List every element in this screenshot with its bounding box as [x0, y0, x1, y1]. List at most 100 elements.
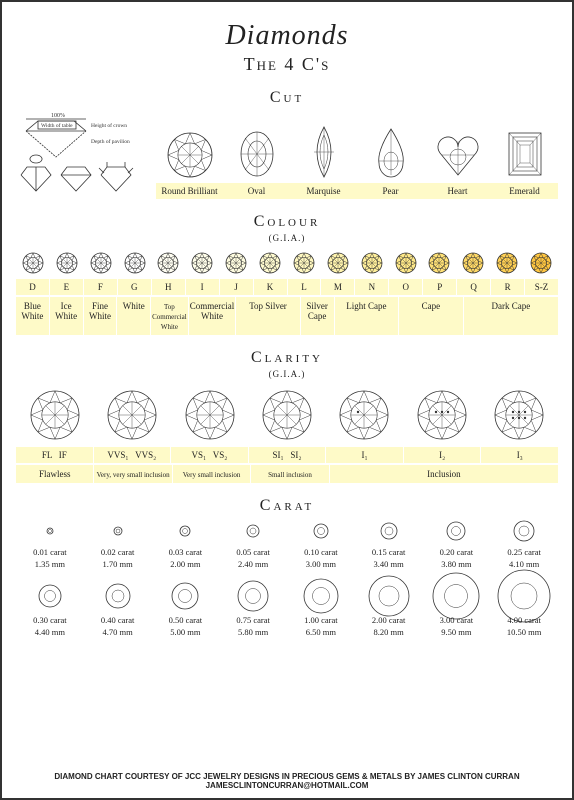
carat-stone	[16, 584, 84, 608]
carat-stone	[355, 522, 423, 540]
colour-stone	[292, 251, 316, 275]
carat-mm-label: 6.50 mm	[287, 627, 355, 637]
colour-name-cell: Ice White	[50, 297, 84, 335]
cut-shape-label: Oval	[223, 183, 290, 199]
carat-ct-label: 0.40 carat	[84, 615, 152, 625]
label-100: 100%	[51, 113, 65, 119]
colour-name-cell: Cape	[399, 297, 464, 335]
colour-name-cell: Top Silver	[236, 297, 301, 335]
carat-ct-label: 0.20 carat	[423, 547, 491, 557]
carat-row-1-mm: 1.35 mm1.70 mm2.00 mm2.40 mm3.00 mm3.40 …	[16, 559, 558, 569]
carat-ct-label: 0.25 carat	[490, 547, 558, 557]
colour-stone	[224, 251, 248, 275]
clarity-name-cell: Small inclusion	[251, 465, 329, 483]
carat-stone	[16, 527, 84, 535]
page-subtitle: The 4 C's	[16, 54, 558, 75]
carat-mm-label: 5.00 mm	[152, 627, 220, 637]
colour-grade-cell: E	[50, 279, 84, 295]
colour-stone	[461, 251, 485, 275]
cut-section: 100% Width of table Height of crown Dept…	[16, 109, 558, 199]
footer: DIAMOND CHART COURTESY OF JCC JEWELRY DE…	[16, 764, 558, 790]
colour-grade-cell: O	[389, 279, 423, 295]
colour-grade-cell: Q	[457, 279, 491, 295]
svg-text:Width of table: Width of table	[41, 122, 73, 129]
carat-stone	[287, 578, 355, 614]
carat-stone	[355, 575, 423, 617]
colour-grade-cell: L	[288, 279, 322, 295]
carat-mm-label: 2.40 mm	[219, 559, 287, 569]
carat-mm-label: 1.35 mm	[16, 559, 84, 569]
carat-stone	[84, 526, 152, 536]
colour-stone	[394, 251, 418, 275]
carat-mm-label: 4.10 mm	[490, 559, 558, 569]
colour-stone	[123, 251, 147, 275]
clarity-name-cell: Flawless	[16, 465, 94, 483]
carat-ct-label: 0.01 carat	[16, 547, 84, 557]
carat-row-1-ct: 0.01 carat0.02 carat0.03 carat0.05 carat…	[16, 547, 558, 557]
clarity-stone	[326, 389, 403, 441]
colour-grade-cell: F	[84, 279, 118, 295]
carat-row-2-ct: 0.30 carat0.40 carat0.50 carat0.75 carat…	[16, 615, 558, 625]
carat-mm-label: 10.50 mm	[490, 627, 558, 637]
cut-shape-emerald: Emerald	[491, 129, 558, 199]
clarity-heading: Clarity	[16, 349, 558, 367]
carat-mm-label: 9.50 mm	[423, 627, 491, 637]
colour-grade-cell: I	[186, 279, 220, 295]
colour-stone	[326, 251, 350, 275]
carat-ct-label: 0.02 carat	[84, 547, 152, 557]
carat-ct-label: 3.00 carat	[423, 615, 491, 625]
colour-name-cell: Blue White	[16, 297, 50, 335]
carat-stone	[287, 523, 355, 539]
cut-shape-marquise: Marquise	[290, 125, 357, 199]
clarity-code-cell: VS₁ VS₂	[171, 447, 249, 463]
cut-shape-label: Heart	[424, 183, 491, 199]
colour-grade-cell: P	[423, 279, 457, 295]
colour-grade-cell: S-Z	[525, 279, 558, 295]
colour-stone	[529, 251, 553, 275]
colour-grade-cell: D	[16, 279, 50, 295]
colour-name-cell: White	[117, 297, 151, 335]
colour-stone	[55, 251, 79, 275]
colour-stone	[190, 251, 214, 275]
colour-name-cell: Top Commercial White	[151, 297, 189, 335]
colour-stone	[360, 251, 384, 275]
carat-ct-label: 4.00 carat	[490, 615, 558, 625]
carat-mm-label: 4.40 mm	[16, 627, 84, 637]
carat-stone	[490, 520, 558, 542]
carat-ct-label: 0.15 carat	[355, 547, 423, 557]
clarity-code-cell: I₂	[404, 447, 482, 463]
carat-heading: Carat	[16, 497, 558, 515]
carat-mm-label: 4.70 mm	[84, 627, 152, 637]
footer-line1: DIAMOND CHART COURTESY OF JCC JEWELRY DE…	[16, 772, 558, 781]
clarity-sub: (G.I.A.)	[16, 369, 558, 379]
colour-heading: Colour	[16, 213, 558, 231]
carat-stone	[423, 572, 491, 620]
colour-name-cell: Silver Cape	[301, 297, 335, 335]
colour-grade-cell: M	[321, 279, 355, 295]
colour-stone	[427, 251, 451, 275]
carat-stone	[219, 524, 287, 538]
cut-shape-oval: Oval	[223, 129, 290, 199]
carat-stone	[219, 580, 287, 612]
colour-name-cell: Fine White	[84, 297, 118, 335]
carat-mm-label: 5.80 mm	[219, 627, 287, 637]
carat-stone	[152, 525, 220, 537]
colour-stone	[156, 251, 180, 275]
clarity-code-cell: SI₁ SI₂	[249, 447, 327, 463]
cut-shape-pear: Pear	[357, 127, 424, 199]
colour-grade-cell: G	[118, 279, 152, 295]
carat-mm-label: 2.00 mm	[152, 559, 220, 569]
carat-ct-label: 2.00 carat	[355, 615, 423, 625]
clarity-name-cell: Very, very small inclusion	[94, 465, 172, 483]
cut-shape-label: Emerald	[491, 183, 558, 199]
clarity-stones-row	[16, 383, 558, 447]
carat-ct-label: 1.00 carat	[287, 615, 355, 625]
cut-shape-label: Pear	[357, 183, 424, 199]
colour-grade-cell: N	[355, 279, 389, 295]
clarity-name-cell: Very small inclusion	[173, 465, 251, 483]
svg-text:Depth of pavilion: Depth of pavilion	[91, 138, 130, 145]
carat-mm-label: 1.70 mm	[84, 559, 152, 569]
colour-stone	[495, 251, 519, 275]
clarity-code-cell: FL IF	[16, 447, 94, 463]
colour-grade-cell: R	[491, 279, 525, 295]
